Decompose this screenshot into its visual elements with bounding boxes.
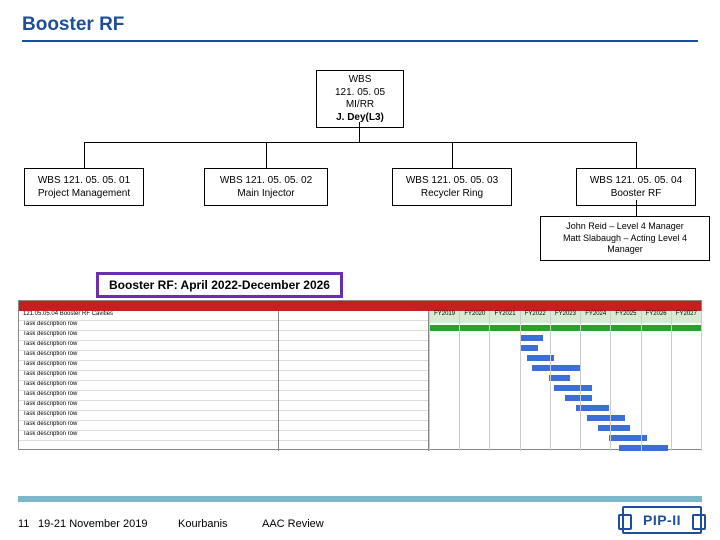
- gantt-row: [279, 431, 428, 441]
- footer-date: 19-21 November 2019: [38, 518, 147, 530]
- gantt-row: [279, 321, 428, 331]
- org-root-l3: MI/RR: [319, 99, 401, 112]
- gantt-row: [279, 361, 428, 371]
- gantt-row: [279, 411, 428, 421]
- gantt-gridline: [489, 311, 490, 451]
- footer-band: [18, 496, 702, 502]
- org-connector: [452, 142, 453, 168]
- gantt-gridline: [429, 311, 430, 451]
- gantt-row: Task description row: [19, 411, 278, 421]
- gantt-fy-label: FY2025: [610, 311, 640, 323]
- gantt-bar: [565, 395, 592, 401]
- title-underline: [22, 40, 698, 42]
- footer-meeting: AAC Review: [262, 518, 324, 530]
- gantt-fy-label: FY2024: [580, 311, 610, 323]
- gantt-row: Task description row: [19, 381, 278, 391]
- org-root-l1: WBS: [319, 74, 401, 87]
- page-title: Booster RF: [22, 14, 124, 36]
- gantt-row: [279, 421, 428, 431]
- org-child-code: WBS 121. 05. 05. 02: [209, 174, 323, 187]
- gantt-row: Task description row: [19, 401, 278, 411]
- org-root-node: WBS 121. 05. 05 MI/RR J. Dey(L3): [316, 70, 404, 128]
- footer-author: Kourbanis: [178, 518, 228, 530]
- gantt-row: 121.05.05.04 Booster RF Cavities: [19, 311, 278, 321]
- org-connector: [636, 200, 637, 216]
- manager-note-line: Matt Slabaugh – Acting Level 4 Manager: [544, 233, 706, 256]
- gantt-bar: [554, 385, 592, 391]
- gantt-row: [279, 331, 428, 341]
- gantt-row: [279, 371, 428, 381]
- gantt-gridline: [610, 311, 611, 451]
- org-root-l2: 121. 05. 05: [319, 87, 401, 100]
- org-child-code: WBS 121. 05. 05. 01: [29, 174, 139, 187]
- gantt-fy-label: FY2023: [550, 311, 580, 323]
- gantt-bar: [521, 345, 537, 351]
- gantt-header-bar: [19, 301, 701, 311]
- gantt-chart: 121.05.05.04 Booster RF CavitiesTask des…: [18, 300, 702, 450]
- gantt-row: Task description row: [19, 391, 278, 401]
- gantt-fy-label: FY2019: [429, 311, 459, 323]
- gantt-row: Task description row: [19, 421, 278, 431]
- gantt-fy-header: FY2019FY2020FY2021FY2022FY2023FY2024FY20…: [429, 311, 701, 323]
- gantt-row: [279, 351, 428, 361]
- gantt-row: Task description row: [19, 331, 278, 341]
- pip-ii-logo: PIP-II: [622, 506, 702, 534]
- manager-note: John Reid – Level 4 Manager Matt Slabaug…: [540, 216, 710, 261]
- org-child-label: Main Injector: [209, 187, 323, 200]
- gantt-gridline: [580, 311, 581, 451]
- gantt-fy-label: FY2021: [489, 311, 519, 323]
- org-connector: [359, 122, 360, 142]
- org-child-label: Project Management: [29, 187, 139, 200]
- gantt-bar: [532, 365, 581, 371]
- org-connector: [636, 142, 637, 168]
- gantt-row: Task description row: [19, 351, 278, 361]
- org-child-code: WBS 121. 05. 05. 04: [581, 174, 691, 187]
- gantt-fy-label: FY2027: [671, 311, 701, 323]
- org-child-main-injector: WBS 121. 05. 05. 02 Main Injector: [204, 168, 328, 206]
- gantt-gridline: [520, 311, 521, 451]
- gantt-bar: [619, 445, 668, 451]
- gantt-timeline-column: FY2019FY2020FY2021FY2022FY2023FY2024FY20…: [429, 311, 701, 451]
- org-child-project-management: WBS 121. 05. 05. 01 Project Management: [24, 168, 144, 206]
- gantt-fy-label: FY2020: [459, 311, 489, 323]
- timeline-caption: Booster RF: April 2022-December 2026: [96, 272, 343, 298]
- gantt-gridline: [641, 311, 642, 451]
- gantt-row: Task description row: [19, 321, 278, 331]
- org-connector: [266, 142, 267, 168]
- org-connector: [84, 142, 85, 168]
- org-child-code: WBS 121. 05. 05. 03: [397, 174, 507, 187]
- gantt-row: Task description row: [19, 361, 278, 371]
- org-child-label: Booster RF: [581, 187, 691, 200]
- page-number: 11: [18, 518, 29, 530]
- gantt-bar: [598, 425, 631, 431]
- gantt-row: [279, 381, 428, 391]
- gantt-row: Task description row: [19, 341, 278, 351]
- gantt-bar: [549, 375, 571, 381]
- gantt-gridline: [671, 311, 672, 451]
- gantt-row: Task description row: [19, 371, 278, 381]
- gantt-bar: [521, 335, 543, 341]
- gantt-row: [279, 311, 428, 321]
- org-child-recycler-ring: WBS 121. 05. 05. 03 Recycler Ring: [392, 168, 512, 206]
- gantt-bar: [587, 415, 625, 421]
- gantt-gridline: [459, 311, 460, 451]
- gantt-row: Task description row: [19, 431, 278, 441]
- gantt-meta-column: [279, 311, 429, 451]
- gantt-fy-label: FY2026: [641, 311, 671, 323]
- gantt-bar: [429, 325, 701, 331]
- gantt-gridline: [550, 311, 551, 451]
- org-root-l4: J. Dey(L3): [319, 112, 401, 125]
- gantt-row: [279, 391, 428, 401]
- gantt-gridline: [701, 311, 702, 451]
- gantt-task-column: 121.05.05.04 Booster RF CavitiesTask des…: [19, 311, 279, 451]
- org-child-label: Recycler Ring: [397, 187, 507, 200]
- org-connector: [84, 142, 636, 143]
- gantt-row: [279, 401, 428, 411]
- gantt-fy-label: FY2022: [520, 311, 550, 323]
- manager-note-line: John Reid – Level 4 Manager: [544, 221, 706, 233]
- gantt-row: [279, 341, 428, 351]
